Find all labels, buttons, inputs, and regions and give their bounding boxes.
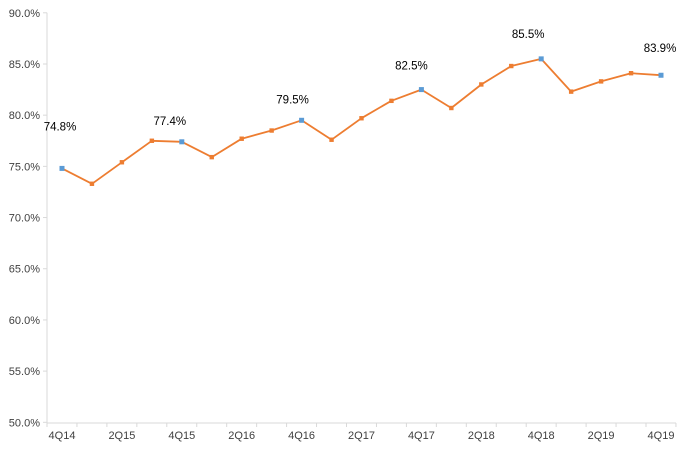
data-point-marker — [449, 105, 454, 111]
x-axis-tick-label: 4Q18 — [528, 430, 555, 442]
x-axis-tick-label: 4Q15 — [168, 430, 195, 442]
data-point-marker — [209, 154, 214, 160]
series-line — [61, 58, 662, 185]
data-point-marker — [269, 128, 274, 133]
y-axis-tick-label: 85.0% — [9, 59, 40, 71]
data-point-marker — [598, 79, 604, 84]
highlight-data-point-marker — [538, 56, 544, 62]
data-point-label: 79.5% — [276, 94, 309, 106]
data-point-marker — [359, 116, 364, 121]
data-point-label: 74.8% — [44, 121, 77, 133]
data-point-label: 77.4% — [153, 116, 186, 128]
x-axis-tick-label: 2Q16 — [228, 430, 255, 442]
data-point-marker — [628, 71, 634, 76]
y-axis-tick-label: 65.0% — [9, 264, 40, 276]
x-axis-tick-label: 2Q17 — [348, 430, 375, 442]
x-axis-tick-label: 2Q18 — [468, 430, 495, 442]
y-axis-tick-label: 90.0% — [9, 8, 40, 20]
data-point-marker — [149, 138, 155, 143]
y-axis-tick-label: 60.0% — [9, 315, 40, 327]
data-point-marker — [119, 160, 125, 165]
data-point-marker — [329, 137, 334, 142]
y-axis-tick-label: 80.0% — [9, 110, 40, 122]
highlight-data-point-marker — [299, 117, 305, 123]
highlight-data-point-marker — [658, 72, 664, 78]
x-axis-tick-label: 4Q17 — [408, 430, 435, 442]
y-axis-tick-label: 50.0% — [9, 417, 40, 429]
x-axis-tick-label: 2Q15 — [108, 430, 135, 442]
highlight-data-point-marker — [59, 165, 65, 171]
data-point-marker — [389, 98, 394, 104]
data-point-marker — [568, 89, 574, 94]
x-axis-tick-label: 2Q19 — [588, 430, 615, 442]
data-point-label: 83.9% — [644, 43, 677, 55]
data-point-label: 82.5% — [395, 61, 428, 73]
x-axis-tick-label: 4Q14 — [49, 430, 76, 442]
data-point-marker — [509, 63, 514, 69]
y-axis-tick-label: 75.0% — [9, 161, 40, 173]
x-axis-tick-label: 4Q16 — [288, 430, 315, 442]
data-point-marker — [479, 82, 484, 87]
y-axis-tick-label: 55.0% — [9, 366, 40, 378]
highlight-data-point-marker — [418, 87, 424, 93]
data-point-marker — [89, 181, 95, 186]
y-axis-tick-label: 70.0% — [9, 213, 40, 225]
data-point-marker — [239, 136, 244, 141]
data-point-label: 85.5% — [512, 29, 545, 41]
highlight-data-point-marker — [179, 139, 185, 145]
x-axis-tick-label: 4Q19 — [648, 430, 675, 442]
